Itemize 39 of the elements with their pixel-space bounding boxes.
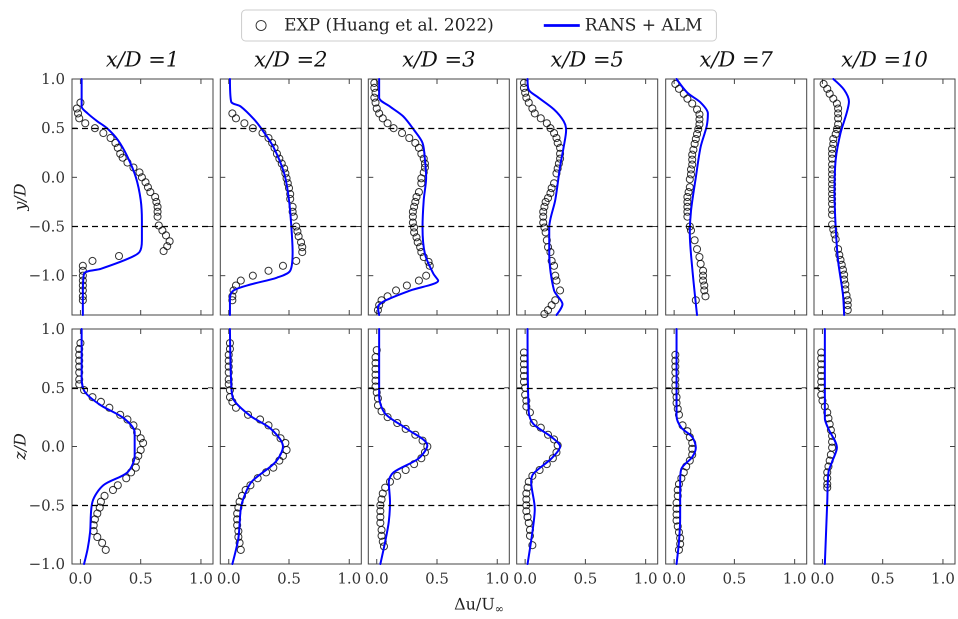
y-tick-label: −0.5 bbox=[28, 496, 65, 514]
y-tick-label: −1.0 bbox=[28, 555, 65, 573]
x-tick-label: 0.5 bbox=[128, 570, 153, 588]
x-tick-label: 0.5 bbox=[277, 570, 301, 588]
x-tick-label: 0.0 bbox=[662, 570, 686, 588]
x-tick-label: 1.0 bbox=[782, 570, 807, 588]
x-tick-label: 0.0 bbox=[810, 570, 834, 588]
y-tick-label: −1.0 bbox=[28, 266, 65, 285]
legend-label: EXP (Huang et al. 2022) bbox=[284, 16, 494, 36]
chart-title: x/D =7 bbox=[700, 48, 774, 72]
y-tick-label: 1.0 bbox=[41, 320, 65, 338]
y-tick-label: 0.5 bbox=[41, 378, 65, 397]
y-tick-label: 0.0 bbox=[41, 438, 65, 456]
y-axis-title: z/D bbox=[10, 433, 30, 461]
chart-title: x/D =10 bbox=[841, 48, 928, 72]
y-tick-label: −0.5 bbox=[28, 218, 65, 236]
x-tick-label: 0.5 bbox=[870, 570, 895, 588]
y-tick-label: 0.5 bbox=[41, 119, 65, 138]
legend-label: RANS + ALM bbox=[584, 16, 702, 36]
x-tick-label: 1.0 bbox=[634, 570, 658, 588]
x-tick-label: 0.5 bbox=[722, 570, 746, 588]
x-tick-label: 0.0 bbox=[68, 570, 92, 588]
chart-title: x/D =5 bbox=[550, 48, 624, 72]
x-tick-label: 1.0 bbox=[189, 570, 213, 588]
chart-title: x/D =2 bbox=[254, 48, 328, 72]
x-axis-title: Δu/U∞ bbox=[454, 594, 504, 616]
y-tick-label: 0.0 bbox=[41, 168, 65, 186]
x-tick-label: 0.5 bbox=[425, 570, 449, 588]
chart-title: x/D =1 bbox=[106, 48, 180, 72]
y-tick-label: 1.0 bbox=[41, 70, 65, 88]
x-tick-label: 0.5 bbox=[573, 570, 598, 588]
x-tick-label: 1.0 bbox=[931, 570, 955, 588]
x-tick-label: 1.0 bbox=[485, 570, 510, 588]
chart-title: x/D =3 bbox=[402, 48, 476, 72]
x-tick-label: 0.0 bbox=[513, 570, 538, 588]
y-axis-title: y/D bbox=[10, 183, 30, 212]
x-tick-label: 0.0 bbox=[364, 570, 389, 588]
x-tick-label: 0.0 bbox=[216, 570, 241, 588]
x-tick-label: 1.0 bbox=[337, 570, 362, 588]
